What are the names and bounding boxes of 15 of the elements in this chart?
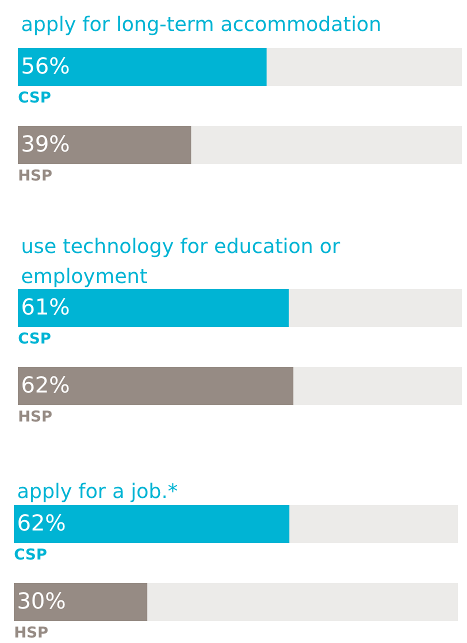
chart-title: apply for long-term accommodation (21, 12, 382, 36)
y-tick-label: CSP (14, 546, 48, 564)
y-tick-label: HSP (18, 166, 52, 184)
data-label: 62% (17, 512, 66, 536)
y-tick-label: CSP (18, 88, 52, 106)
chart-title: use technology for education or employment (21, 234, 346, 288)
data-label: 39% (21, 132, 70, 158)
data-label: 62% (21, 374, 70, 398)
data-label: 61% (21, 296, 70, 320)
chart-title: apply for a job.* (17, 479, 178, 503)
data-label: 56% (21, 54, 70, 80)
y-tick-label: HSP (14, 624, 48, 642)
y-tick-label: CSP (18, 330, 52, 348)
y-tick-label: HSP (18, 408, 52, 426)
data-label: 30% (17, 590, 66, 614)
